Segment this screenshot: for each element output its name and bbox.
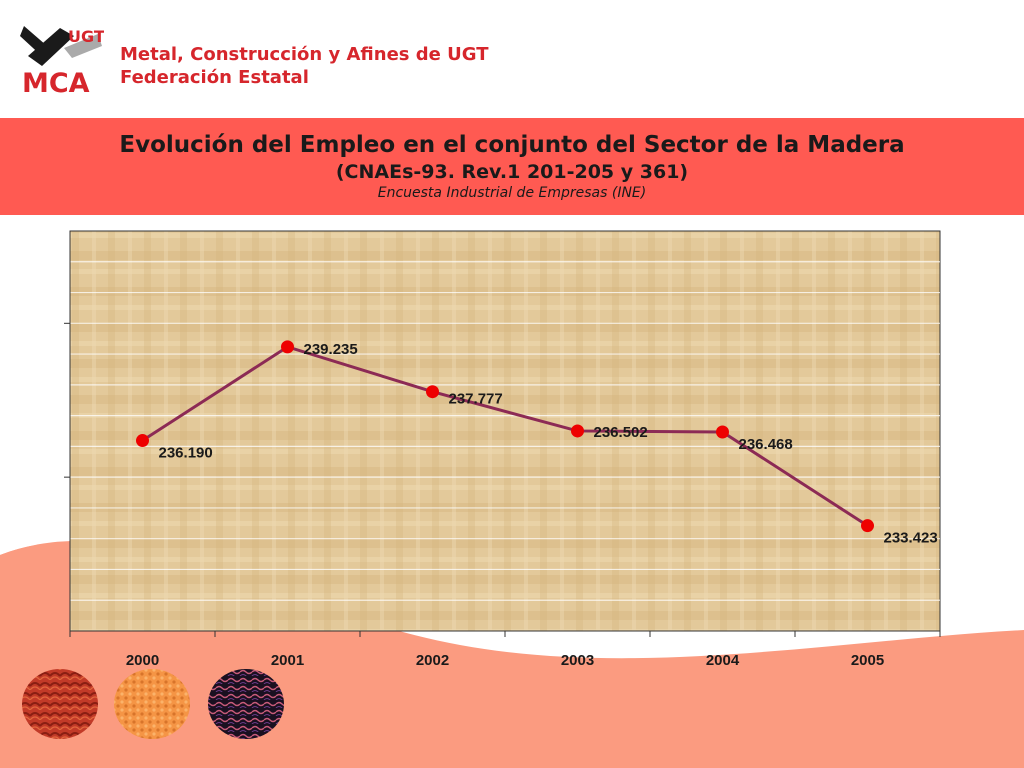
data-labels: 236.190 239.235 237.777 236.502 236.468 233.4… — [159, 341, 938, 547]
logo-text-bottom: MCA — [22, 68, 90, 96]
x-axis-labels: 2000 2001 2002 2003 2004 2005 — [126, 652, 884, 669]
texture-dark-weave — [208, 669, 284, 739]
data-point — [571, 424, 584, 438]
header: UGT MCA Metal, Construcción y Afines de … — [0, 0, 1024, 118]
chart-title: Evolución del Empleo en el conjunto del … — [119, 132, 905, 158]
x-tick-label: 2003 — [561, 652, 594, 669]
x-axis-ticks — [69, 631, 941, 637]
x-tick-label: 2002 — [416, 652, 449, 669]
data-label: 237.777 — [449, 391, 503, 408]
data-point — [861, 519, 874, 533]
data-label: 236.502 — [594, 424, 648, 441]
title-banner: Evolución del Empleo en el conjunto del … — [0, 118, 1024, 215]
data-point — [281, 340, 294, 354]
data-point — [426, 385, 439, 399]
gridlines — [70, 261, 940, 601]
x-tick-label: 2005 — [851, 652, 884, 669]
data-label: 239.235 — [304, 341, 358, 358]
chart-subtitle: (CNAEs-93. Rev.1 201-205 y 361) — [335, 161, 689, 183]
x-tick-label: 2004 — [706, 652, 740, 669]
material-samples — [22, 669, 284, 739]
ugt-mca-logo: UGT MCA — [20, 26, 104, 96]
logo-text-top: UGT — [68, 27, 104, 46]
x-tick-label: 2000 — [126, 652, 159, 669]
data-point — [716, 425, 729, 439]
data-source: Encuesta Industrial de Empresas (INE) — [377, 185, 647, 201]
series-line — [141, 345, 869, 527]
data-point — [136, 434, 149, 448]
data-label: 233.423 — [884, 530, 938, 547]
org-line-2: Federación Estatal — [120, 67, 309, 88]
x-tick-label: 2001 — [271, 652, 304, 669]
data-label: 236.468 — [739, 436, 793, 453]
y-axis-ticks — [64, 322, 70, 478]
org-line-1: Metal, Construcción y Afines de UGT — [120, 44, 489, 65]
organization-name: Metal, Construcción y Afines de UGT Fede… — [120, 43, 489, 89]
plot-area — [69, 230, 941, 632]
texture-orange-sponge — [114, 669, 190, 739]
texture-red-fabric — [22, 669, 98, 739]
data-label: 236.190 — [159, 445, 213, 462]
data-markers — [136, 340, 874, 533]
line-chart: 2000 2001 2002 2003 2004 2005 236.190239.2352… — [64, 230, 941, 669]
